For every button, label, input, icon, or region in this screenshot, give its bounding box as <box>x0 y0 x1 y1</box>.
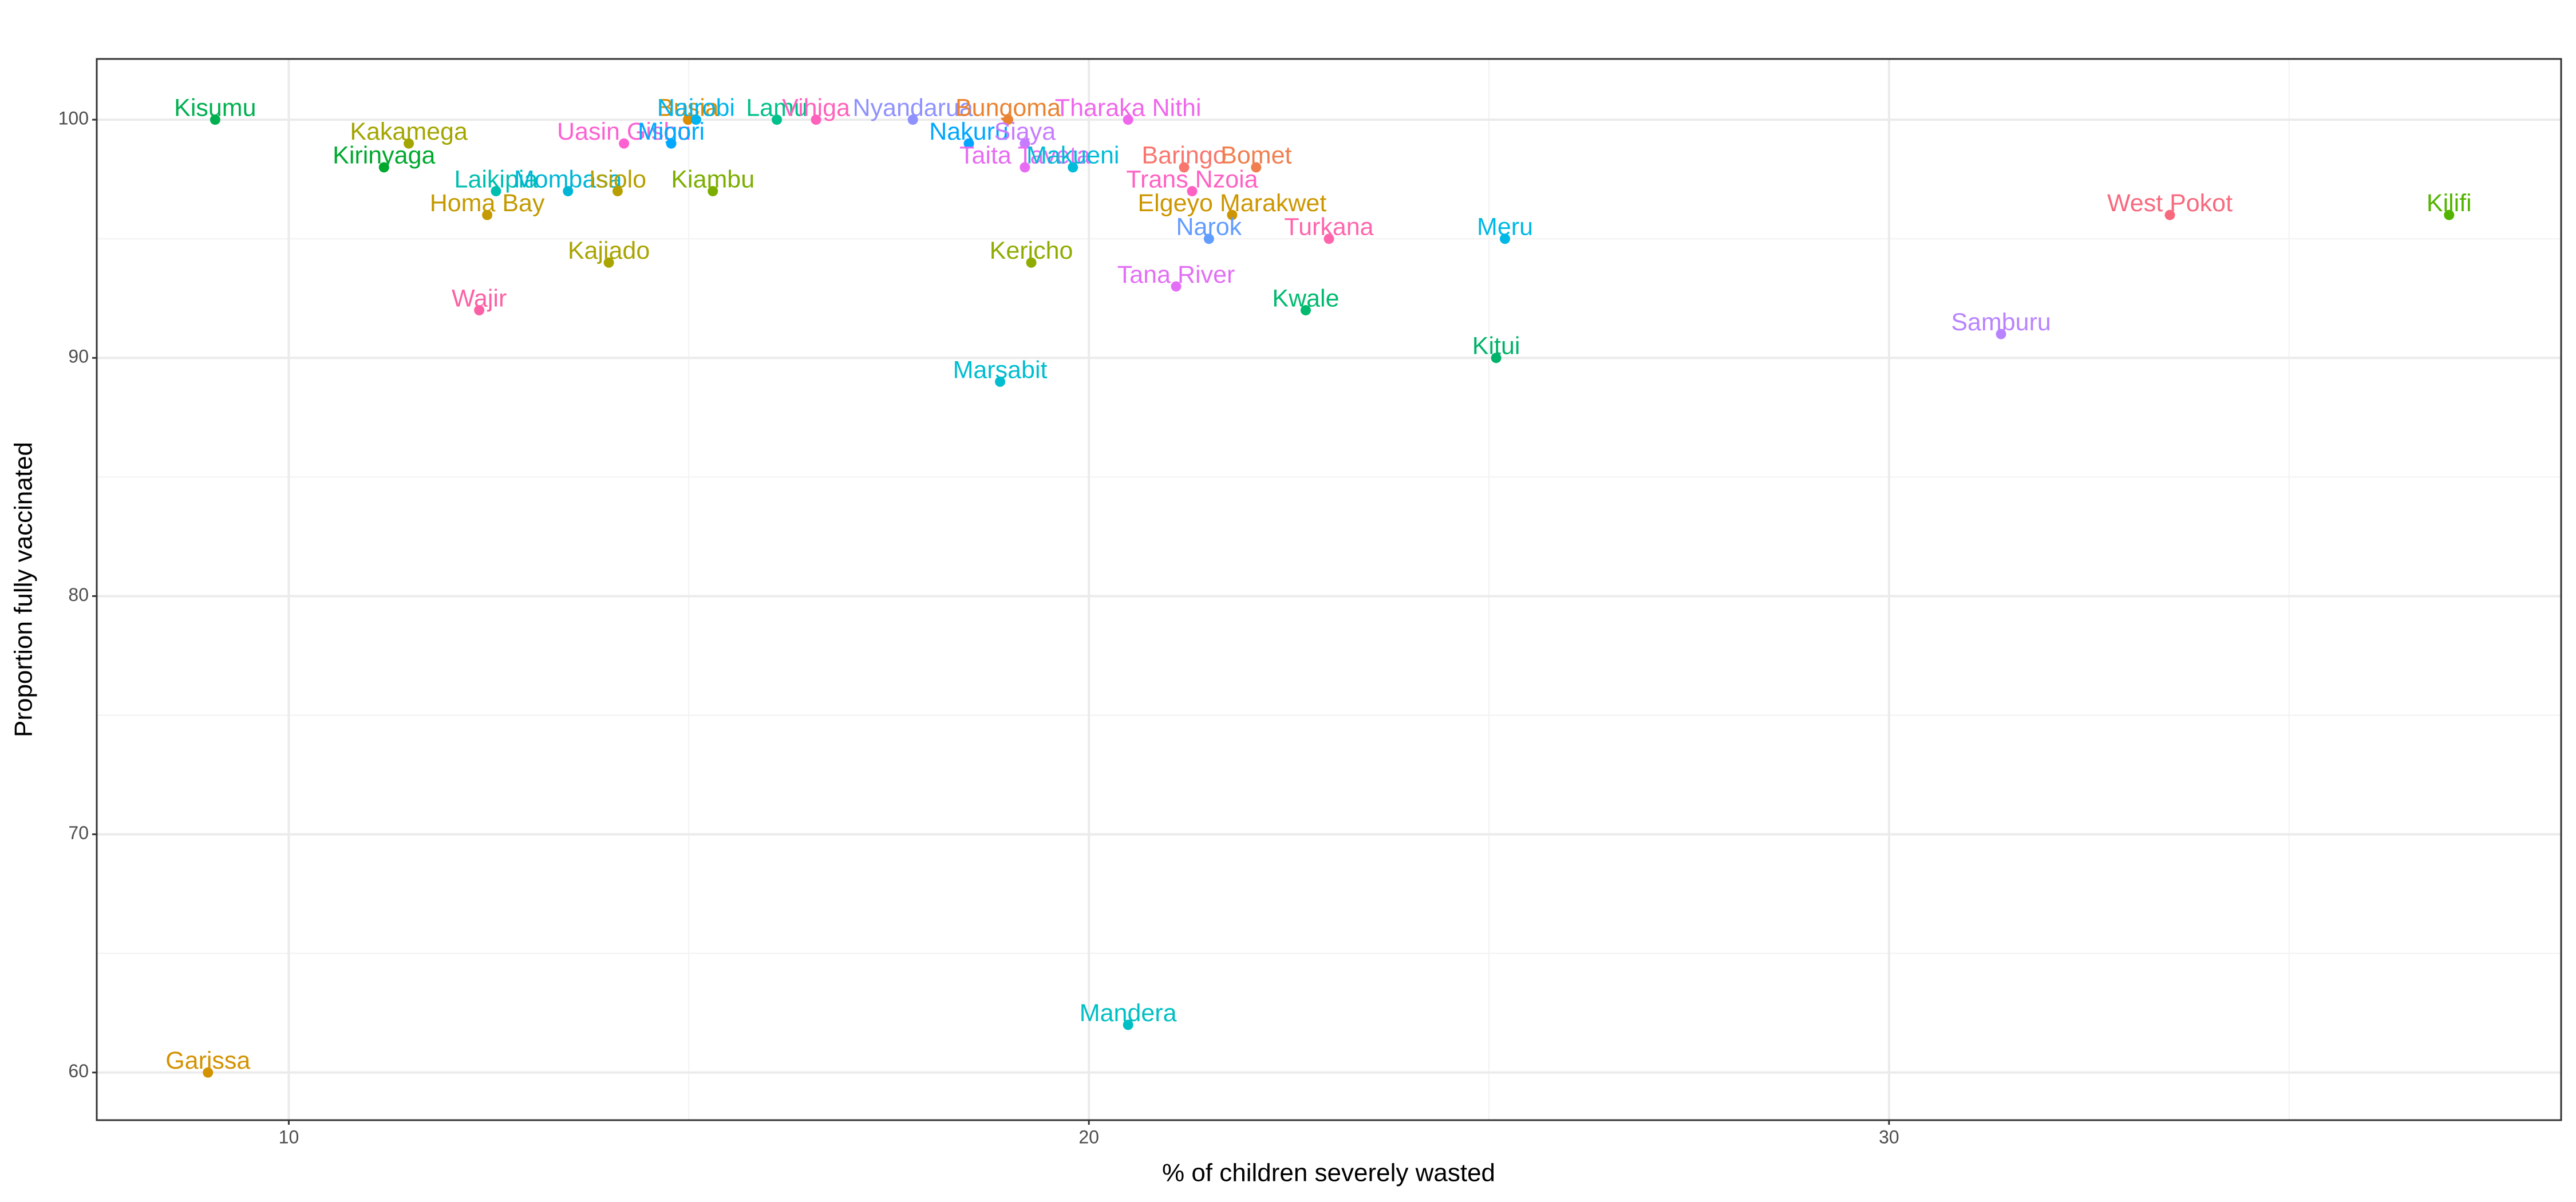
point-label: Laikipia <box>455 165 538 193</box>
point <box>2444 209 2455 220</box>
point <box>203 1067 214 1078</box>
point-label: Makueni <box>1026 142 1120 169</box>
point-label: Nairobi <box>657 94 735 121</box>
point <box>1300 305 1311 316</box>
point-label: Nakuru <box>929 118 1009 145</box>
point <box>1123 1019 1133 1030</box>
point <box>1020 138 1030 149</box>
point <box>690 114 701 125</box>
point-label: Kericho <box>990 237 1073 264</box>
point <box>1491 353 1502 363</box>
x-tick-label: 30 <box>1879 1126 1899 1147</box>
point-label: Samburu <box>1951 309 2050 336</box>
point <box>1500 234 1510 244</box>
point <box>1123 114 1133 125</box>
point <box>1020 162 1030 173</box>
point <box>563 185 574 196</box>
y-tick-label: 90 <box>68 346 89 367</box>
point-label: Kajiado <box>568 237 650 264</box>
point <box>682 114 693 125</box>
point <box>907 114 918 125</box>
y-tick-label: 100 <box>58 108 89 129</box>
point <box>2164 209 2175 220</box>
point-label: Meru <box>1477 213 1533 241</box>
point <box>612 185 623 196</box>
point <box>210 114 220 125</box>
point <box>708 185 718 196</box>
point-label: Kitui <box>1472 333 1520 360</box>
point <box>404 138 414 149</box>
y-tick-label: 60 <box>68 1061 89 1081</box>
point-label: Kirinyaga <box>333 142 435 169</box>
point-label: Tana River <box>1117 261 1235 288</box>
point-label: Kiambu <box>671 165 754 193</box>
point <box>603 257 614 268</box>
point <box>378 162 389 173</box>
point-label: Homa Bay <box>430 189 545 217</box>
point-label: Trans Nzoia <box>1126 165 1258 193</box>
point-label: Narok <box>1176 213 1242 241</box>
point <box>1203 234 1214 244</box>
point <box>474 305 485 316</box>
point <box>1323 234 1334 244</box>
point-label: Mombasa <box>514 165 622 193</box>
point-label: Bungoma <box>955 94 1061 121</box>
point <box>963 138 974 149</box>
point <box>1068 162 1078 173</box>
point-label: Kilifi <box>2427 189 2472 217</box>
y-axis-title: Proportion fully vaccinated <box>10 442 38 737</box>
point <box>1996 329 2006 339</box>
point-label: Marsabit <box>953 356 1048 383</box>
point <box>1179 162 1190 173</box>
point-label: Bomet <box>1220 142 1291 169</box>
point-label: Tharaka Nithi <box>1055 94 1202 121</box>
x-tick-label: 10 <box>279 1126 299 1147</box>
point-label: Baringo <box>1141 142 1226 169</box>
point-label: Elgeyo Marakwet <box>1137 189 1326 217</box>
point <box>666 138 677 149</box>
y-tick-label: 80 <box>68 584 89 605</box>
point-label: Kwale <box>1272 284 1339 312</box>
point-label: Garissa <box>165 1047 250 1074</box>
plot-border <box>96 58 2562 1121</box>
point <box>1171 281 1182 292</box>
point <box>995 376 1006 387</box>
point <box>1026 257 1037 268</box>
point-label: Mandera <box>1080 999 1177 1027</box>
point <box>772 114 783 125</box>
point <box>1227 209 1238 220</box>
point-label: Lamu <box>746 94 808 121</box>
point-label: Wajir <box>452 284 507 312</box>
point-label: Siaya <box>994 118 1056 145</box>
point-label: Busia <box>657 94 719 121</box>
point <box>619 138 630 149</box>
x-axis-title: % of children severely wasted <box>1162 1159 1495 1187</box>
point <box>1187 185 1198 196</box>
point-label: Kisumu <box>174 94 256 121</box>
point <box>491 185 501 196</box>
point-label: Turkana <box>1284 213 1373 241</box>
x-tick-label: 20 <box>1078 1126 1099 1147</box>
point-label: West Pokot <box>2107 189 2233 217</box>
point <box>1003 114 1014 125</box>
point <box>1251 162 1262 173</box>
point <box>811 114 821 125</box>
y-tick-label: 70 <box>68 823 89 843</box>
point-label: Nyandarua <box>852 94 973 121</box>
point-label: Isiolo <box>589 165 646 193</box>
point-label: Vihiga <box>782 94 850 121</box>
point <box>482 209 493 220</box>
point-label: Kakamega <box>350 118 468 145</box>
